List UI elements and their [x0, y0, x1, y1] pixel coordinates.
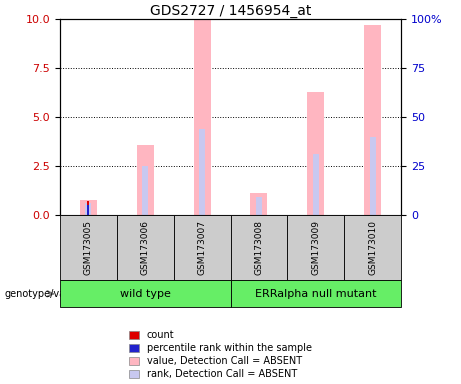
Bar	[87, 201, 89, 215]
Bar	[364, 25, 381, 215]
Bar	[250, 194, 267, 215]
Text: GSM173008: GSM173008	[254, 220, 263, 275]
Bar	[194, 19, 211, 215]
Text: genotype/variation: genotype/variation	[5, 289, 97, 299]
Bar	[85, 203, 91, 215]
Bar	[87, 205, 89, 215]
Text: GSM173009: GSM173009	[311, 220, 320, 275]
Bar	[142, 166, 148, 215]
Bar	[80, 200, 97, 215]
Bar	[313, 154, 319, 215]
Text: GSM173010: GSM173010	[368, 220, 377, 275]
Text: ERRalpha null mutant: ERRalpha null mutant	[255, 289, 377, 299]
Title: GDS2727 / 1456954_at: GDS2727 / 1456954_at	[150, 4, 311, 18]
Bar	[136, 144, 154, 215]
Text: wild type: wild type	[120, 289, 171, 299]
Bar	[256, 197, 262, 215]
Text: GSM173007: GSM173007	[198, 220, 207, 275]
Bar	[370, 137, 376, 215]
Bar	[199, 129, 205, 215]
Legend: count, percentile rank within the sample, value, Detection Call = ABSENT, rank, : count, percentile rank within the sample…	[125, 326, 316, 383]
Text: GSM173006: GSM173006	[141, 220, 150, 275]
Text: GSM173005: GSM173005	[84, 220, 93, 275]
Bar	[307, 92, 324, 215]
